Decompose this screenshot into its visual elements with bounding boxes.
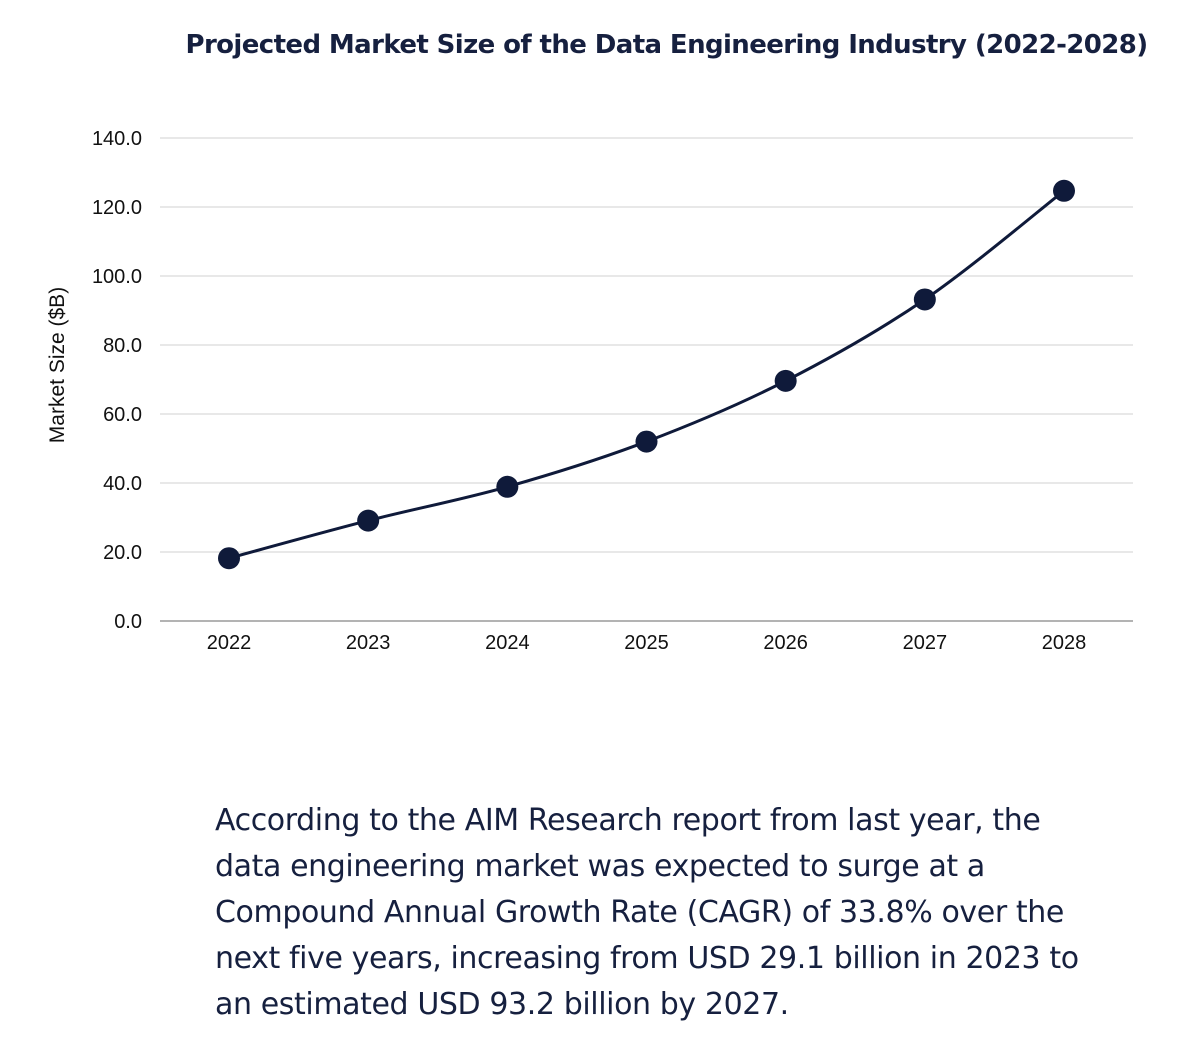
y-axis-label: Market Size ($B) [46, 287, 69, 443]
data-point-2022 [218, 547, 240, 570]
y-tick-label: 0.0 [114, 611, 142, 633]
y-tick-labels: 0.0 20.0 40.0 60.0 80.0 100.0 120.0 140.0 [92, 128, 142, 633]
x-tick-label: 2025 [624, 632, 669, 654]
x-tick-label: 2024 [485, 632, 530, 654]
data-point-2025 [635, 430, 658, 453]
description-line: data engineering market was expected to … [215, 849, 985, 884]
data-point-2028 [1053, 179, 1075, 202]
x-tick-label: 2028 [1042, 632, 1087, 654]
y-tick-label: 140.0 [92, 128, 142, 150]
description-paragraph: According to the AIM Research report fro… [215, 798, 1115, 1028]
x-tick-label: 2023 [346, 632, 391, 654]
x-tick-label: 2026 [763, 632, 808, 654]
y-tick-label: 100.0 [92, 266, 142, 288]
description-line: According to the AIM Research report fro… [215, 803, 1041, 838]
data-point-2024 [496, 475, 519, 498]
data-point-2027 [913, 288, 936, 311]
gridlines [160, 137, 1133, 622]
description-line: next five years, increasing from USD 29.… [215, 941, 1079, 976]
series-line [227, 189, 1066, 560]
x-tick-labels: 2022 2023 2024 2025 2026 2027 2028 [207, 632, 1087, 654]
x-tick-label: 2022 [207, 632, 252, 654]
description-line: Compound Annual Growth Rate (CAGR) of 33… [215, 895, 1064, 930]
x-tick-label: 2027 [903, 632, 948, 654]
y-tick-label: 80.0 [103, 335, 142, 357]
y-tick-label: 120.0 [92, 197, 142, 219]
data-point-2026 [774, 369, 797, 392]
series-market-size [218, 179, 1075, 570]
y-tick-label: 40.0 [103, 473, 142, 495]
y-tick-label: 60.0 [103, 404, 142, 426]
chart-title: Projected Market Size of the Data Engine… [185, 30, 1148, 60]
data-point-2023 [357, 509, 380, 532]
y-tick-label: 20.0 [103, 542, 142, 564]
description-line: an estimated USD 93.2 billion by 2027. [215, 987, 789, 1022]
